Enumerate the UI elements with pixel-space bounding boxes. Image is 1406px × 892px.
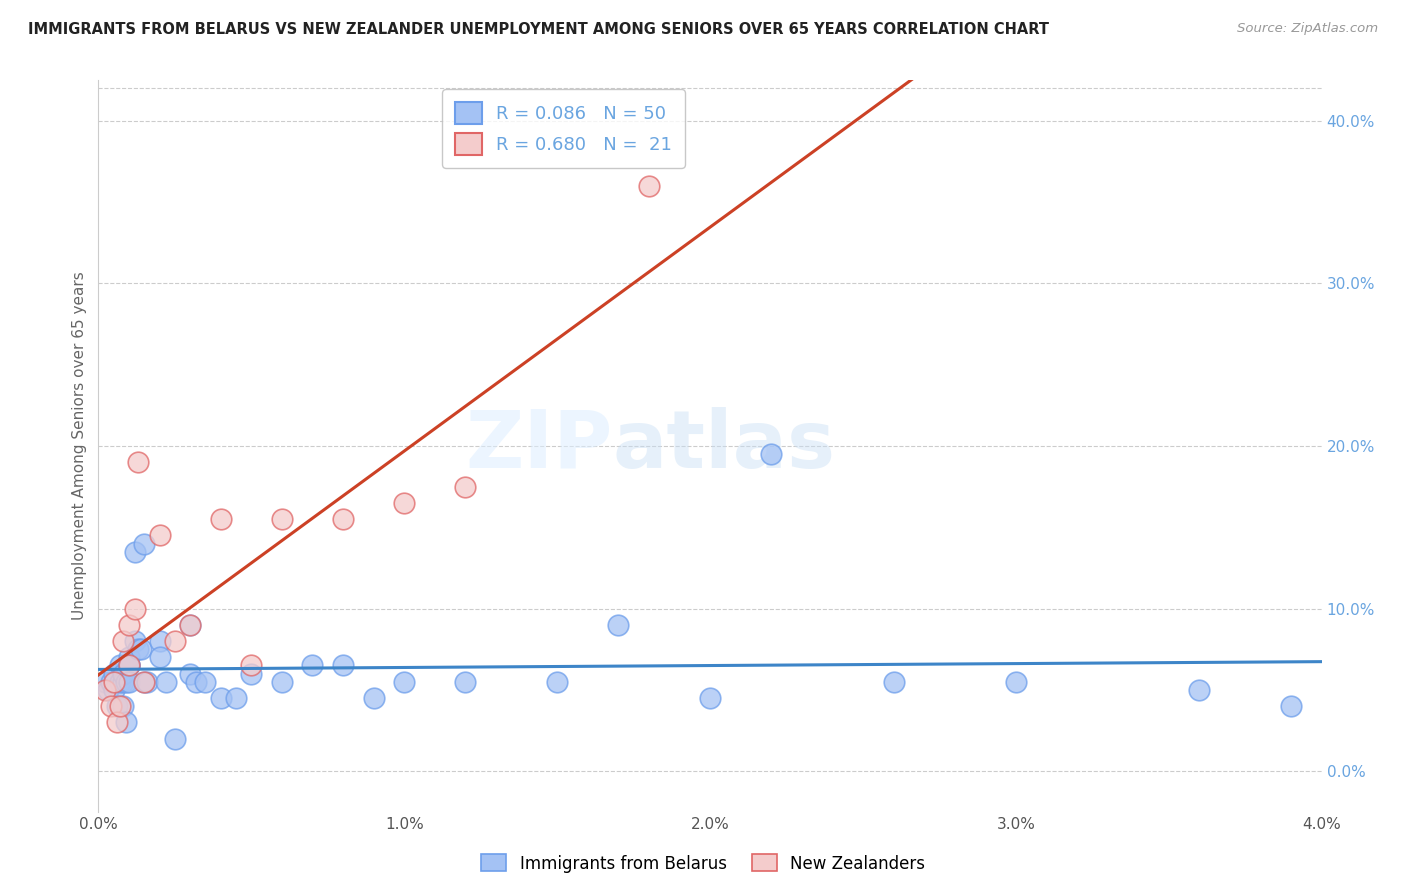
Point	[136, 674, 159, 689]
Point	[1004, 674, 1026, 689]
Point	[179, 666, 201, 681]
Point	[186, 674, 208, 689]
Point	[149, 528, 172, 542]
Point	[1279, 699, 1302, 714]
Point	[155, 674, 177, 689]
Point	[111, 674, 134, 689]
Point	[105, 699, 128, 714]
Point	[209, 690, 232, 705]
Point	[103, 682, 125, 697]
Point	[103, 666, 125, 681]
Point	[118, 674, 141, 689]
Point	[127, 642, 149, 657]
Point	[118, 658, 141, 673]
Point	[100, 699, 122, 714]
Point	[225, 690, 247, 705]
Point	[118, 658, 141, 673]
Point	[124, 634, 146, 648]
Point	[118, 658, 141, 673]
Point	[392, 674, 416, 689]
Point	[301, 658, 323, 673]
Point	[111, 666, 134, 681]
Point	[332, 658, 354, 673]
Point	[270, 512, 294, 526]
Text: ZIP: ZIP	[465, 407, 612, 485]
Point	[134, 536, 156, 550]
Point	[134, 674, 156, 689]
Point	[108, 658, 131, 673]
Point	[883, 674, 905, 689]
Point	[363, 690, 385, 705]
Point	[93, 682, 115, 697]
Point	[111, 699, 134, 714]
Point	[179, 617, 201, 632]
Point	[546, 674, 568, 689]
Point	[93, 674, 115, 689]
Y-axis label: Unemployment Among Seniors over 65 years: Unemployment Among Seniors over 65 years	[72, 272, 87, 620]
Point	[115, 674, 138, 689]
Point	[115, 715, 138, 730]
Point	[240, 666, 263, 681]
Point	[209, 512, 232, 526]
Point	[108, 699, 131, 714]
Point	[103, 674, 125, 689]
Point	[607, 617, 630, 632]
Point	[111, 634, 134, 648]
Point	[270, 674, 294, 689]
Point	[194, 674, 217, 689]
Point	[105, 715, 128, 730]
Point	[759, 447, 782, 461]
Point	[179, 617, 201, 632]
Point	[699, 690, 721, 705]
Point	[124, 601, 146, 615]
Point	[124, 544, 146, 558]
Point	[100, 674, 122, 689]
Point	[129, 642, 152, 657]
Point	[118, 650, 141, 665]
Point	[149, 650, 172, 665]
Point	[149, 634, 172, 648]
Point	[392, 496, 416, 510]
Text: atlas: atlas	[612, 407, 835, 485]
Point	[163, 634, 186, 648]
Text: Source: ZipAtlas.com: Source: ZipAtlas.com	[1237, 22, 1378, 36]
Point	[1188, 682, 1211, 697]
Point	[118, 658, 141, 673]
Point	[454, 674, 477, 689]
Point	[127, 455, 149, 469]
Point	[108, 674, 131, 689]
Point	[332, 512, 354, 526]
Text: IMMIGRANTS FROM BELARUS VS NEW ZEALANDER UNEMPLOYMENT AMONG SENIORS OVER 65 YEAR: IMMIGRANTS FROM BELARUS VS NEW ZEALANDER…	[28, 22, 1049, 37]
Legend: Immigrants from Belarus, New Zealanders: Immigrants from Belarus, New Zealanders	[474, 847, 932, 880]
Point	[163, 731, 186, 746]
Point	[240, 658, 263, 673]
Legend: R = 0.086   N = 50, R = 0.680   N =  21: R = 0.086 N = 50, R = 0.680 N = 21	[441, 89, 685, 168]
Point	[118, 617, 141, 632]
Point	[454, 480, 477, 494]
Point	[637, 178, 661, 193]
Point	[97, 682, 120, 697]
Point	[134, 674, 156, 689]
